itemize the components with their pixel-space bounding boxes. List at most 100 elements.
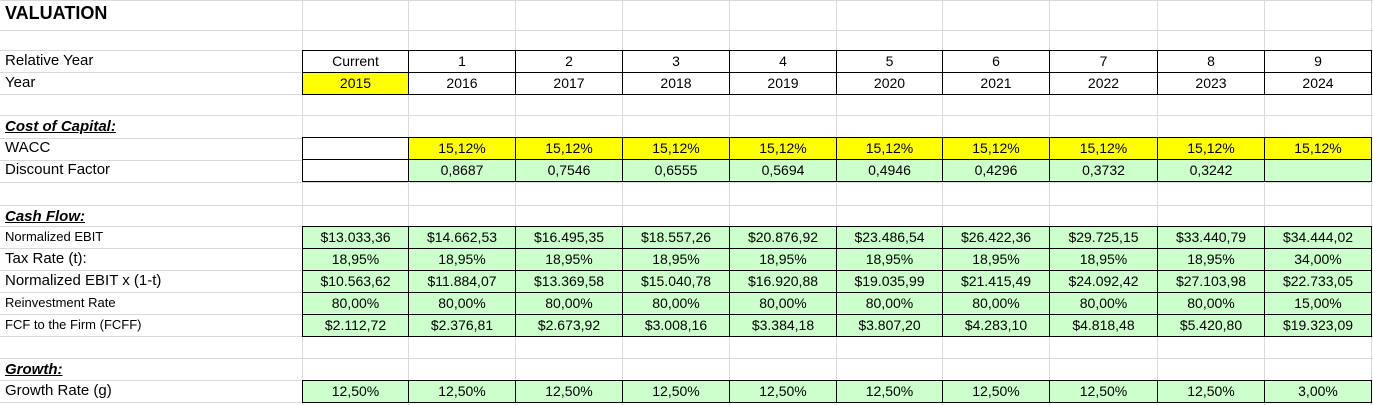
row-label: Year (5, 74, 36, 91)
grid-line (1157, 0, 1158, 405)
cell: 12,50% (408, 380, 516, 403)
cell: $4.283,10 (942, 314, 1050, 337)
sheet-title: VALUATION (5, 3, 108, 23)
grid-line (0, 0, 1373, 1)
row-label: Tax Rate (t): (5, 250, 87, 267)
cell: 7 (1049, 50, 1158, 73)
section-title: Cost of Capital: (5, 118, 116, 135)
cell: $14.662,53 (408, 226, 516, 249)
cell: 2024 (1264, 72, 1372, 95)
grid-line (302, 0, 303, 405)
cell: 80,00% (515, 292, 623, 315)
grid-line (515, 0, 516, 405)
cell: 12,50% (1049, 380, 1158, 403)
cell: 5 (836, 50, 943, 73)
cell: 80,00% (408, 292, 516, 315)
cell: 18,95% (302, 248, 409, 271)
cell: 3,00% (1264, 380, 1372, 403)
row-label: Reinvestment Rate (5, 295, 116, 310)
grid-line (408, 0, 409, 405)
cell: $19.035,99 (836, 270, 943, 293)
cell: 2019 (729, 72, 837, 95)
cell: 2020 (836, 72, 943, 95)
row-label: Relative Year (5, 52, 94, 69)
cell: 80,00% (622, 292, 730, 315)
grid-line (1371, 0, 1372, 405)
cell (1264, 159, 1372, 182)
cell: 2022 (1049, 72, 1158, 95)
cell: 18,95% (836, 248, 943, 271)
cell: 34,00% (1264, 248, 1372, 271)
cell: $16.920,88 (729, 270, 837, 293)
cell: 80,00% (836, 292, 943, 315)
cell: $2.376,81 (408, 314, 516, 337)
cell: 0,6555 (622, 159, 730, 182)
cell: $18.557,26 (622, 226, 730, 249)
cell: 15,12% (729, 137, 837, 160)
cell: $19.323,09 (1264, 314, 1372, 337)
cell: $29.725,15 (1049, 226, 1158, 249)
grid-line (1049, 0, 1050, 405)
cell: 15,12% (408, 137, 516, 160)
cell: 18,95% (942, 248, 1050, 271)
cell: $2.673,92 (515, 314, 623, 337)
grid-line (0, 182, 1373, 183)
cell: $34.444,02 (1264, 226, 1372, 249)
cell (302, 159, 409, 182)
cell: 6 (942, 50, 1050, 73)
cell: $27.103,98 (1157, 270, 1265, 293)
cell: 18,95% (515, 248, 623, 271)
cell: $13.369,58 (515, 270, 623, 293)
cell: $3.384,18 (729, 314, 837, 337)
cell: 0,3732 (1049, 159, 1158, 182)
cell: 0,4296 (942, 159, 1050, 182)
grid-line (729, 0, 730, 405)
cell: 15,12% (1157, 137, 1265, 160)
cell: 12,50% (836, 380, 943, 403)
cell: 80,00% (302, 292, 409, 315)
cell: 15,12% (622, 137, 730, 160)
cell: 2016 (408, 72, 516, 95)
grid-line (942, 0, 943, 405)
section-title: Growth: (5, 361, 63, 378)
cell: 15,12% (1049, 137, 1158, 160)
grid-line (0, 115, 1373, 116)
cell: $20.876,92 (729, 226, 837, 249)
cell: $11.884,07 (408, 270, 516, 293)
cell: 18,95% (622, 248, 730, 271)
cell: 15,12% (1264, 137, 1372, 160)
cell: 15,12% (515, 137, 623, 160)
grid-line (836, 0, 837, 405)
cell: 0,7546 (515, 159, 623, 182)
cell: 2 (515, 50, 623, 73)
cell: 12,50% (942, 380, 1050, 403)
cell: $2.112,72 (302, 314, 409, 337)
cell: 12,50% (1157, 380, 1265, 403)
cell: 12,50% (622, 380, 730, 403)
cell: 18,95% (1157, 248, 1265, 271)
cell: 9 (1264, 50, 1372, 73)
cell: 80,00% (729, 292, 837, 315)
cell: 12,50% (302, 380, 409, 403)
cell: 2018 (622, 72, 730, 95)
cell: 12,50% (729, 380, 837, 403)
grid-line (0, 358, 1373, 359)
cell: 15,12% (942, 137, 1050, 160)
cell: 12,50% (515, 380, 623, 403)
cell: 80,00% (1157, 292, 1265, 315)
section-title: Cash Flow: (5, 208, 86, 225)
row-label: Normalized EBIT (5, 229, 104, 244)
cell: $24.092,42 (1049, 270, 1158, 293)
row-label: Normalized EBIT x (1-t) (5, 272, 162, 289)
cell: 0,8687 (408, 159, 516, 182)
cell: 2021 (942, 72, 1050, 95)
cell: 15,12% (836, 137, 943, 160)
cell: $3.807,20 (836, 314, 943, 337)
cell: $3.008,16 (622, 314, 730, 337)
cell: $33.440,79 (1157, 226, 1265, 249)
row-label: Growth Rate (g) (5, 382, 112, 399)
cell: 2017 (515, 72, 623, 95)
row-label: Discount Factor (5, 161, 111, 178)
cell: $13.033,36 (302, 226, 409, 249)
